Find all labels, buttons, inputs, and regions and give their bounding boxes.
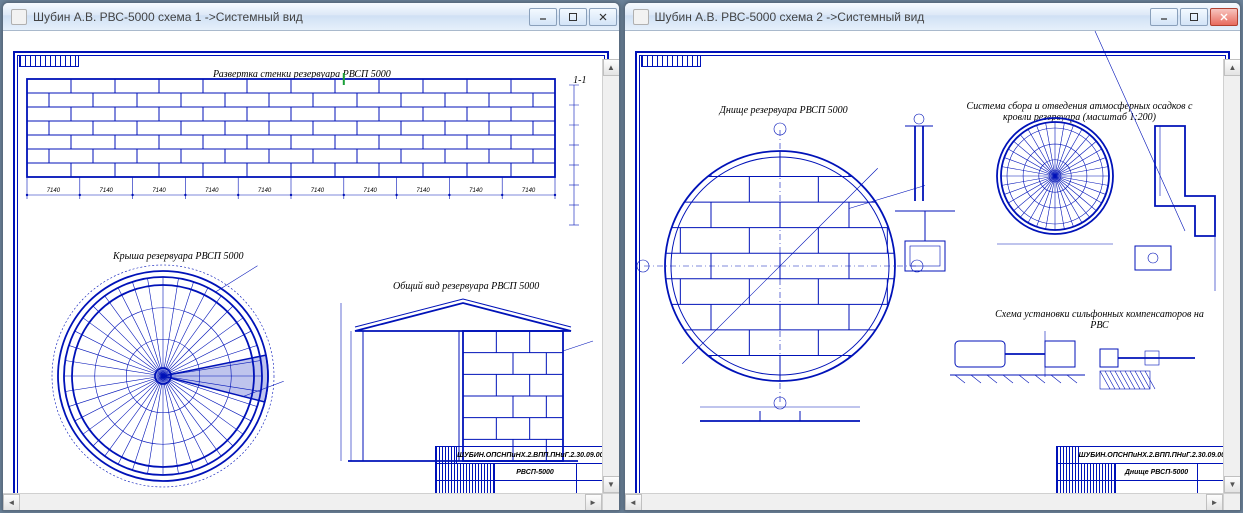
scroll-corner [1223, 493, 1240, 510]
scroll-right-button[interactable]: ► [585, 494, 602, 510]
scroll-down-button[interactable]: ▼ [603, 476, 619, 493]
close-button[interactable] [1210, 8, 1238, 26]
window-title: Шубин А.В. РВС-5000 схема 2 ->Системный … [655, 10, 1143, 24]
scroll-right-button[interactable]: ► [1206, 494, 1223, 510]
details-drawing [895, 31, 1225, 501]
horizontal-scrollbar[interactable]: ◄ ► [625, 493, 1224, 510]
close-button[interactable] [589, 8, 617, 26]
titlebar-2[interactable]: Шубин А.В. РВС-5000 схема 2 ->Системный … [625, 3, 1241, 31]
vertical-scrollbar[interactable]: ▲ ▼ [1223, 59, 1240, 493]
minimize-button[interactable] [1150, 8, 1178, 26]
titleblock-code: ШУБИН.ОПСНПиНХ.2.ВПП.ПНиГ.2.30.09.00 [456, 447, 603, 463]
scroll-up-button[interactable]: ▲ [603, 59, 619, 76]
window-buttons [527, 8, 617, 26]
window-title: Шубин А.В. РВС-5000 схема 1 ->Системный … [33, 10, 521, 24]
scroll-left-button[interactable]: ◄ [625, 494, 642, 510]
titleblock-name: РВСП-5000 [494, 464, 576, 480]
titleblock-code: ШУБИН.ОПСНПиНХ.2.ВПП.ПНиГ.2.30.09.00 [1078, 447, 1225, 463]
drawing-canvas-1[interactable]: Развертка стенки резервуара РВСП 5000 1-… [3, 31, 619, 510]
titlebar-1[interactable]: Шубин А.В. РВС-5000 схема 1 ->Системный … [3, 3, 619, 31]
vertical-scrollbar[interactable]: ▲ ▼ [602, 59, 619, 493]
window-scheme-2: Шубин А.В. РВС-5000 схема 2 ->Системный … [624, 2, 1242, 511]
maximize-button[interactable] [1180, 8, 1208, 26]
title-block: ШУБИН.ОПСНПиНХ.2.ВПП.ПНиГ.2.30.09.00 Дни… [1056, 446, 1226, 498]
maximize-button[interactable] [559, 8, 587, 26]
drawing-canvas-2[interactable]: Днище резервуара РВСП 5000 Система сбора… [625, 31, 1241, 510]
window-buttons [1148, 8, 1238, 26]
title-block: ШУБИН.ОПСНПиНХ.2.ВПП.ПНиГ.2.30.09.00 РВС… [435, 446, 605, 498]
scroll-down-button[interactable]: ▼ [1224, 476, 1240, 493]
scroll-corner [602, 493, 619, 510]
window-scheme-1: Шубин А.В. РВС-5000 схема 1 ->Системный … [2, 2, 620, 511]
minimize-button[interactable] [529, 8, 557, 26]
side-view-drawing [3, 31, 603, 501]
titleblock-name: Днище РВСП-5000 [1115, 464, 1197, 480]
app-icon [633, 9, 649, 25]
horizontal-scrollbar[interactable]: ◄ ► [3, 493, 602, 510]
scroll-left-button[interactable]: ◄ [3, 494, 20, 510]
app-icon [11, 9, 27, 25]
scroll-up-button[interactable]: ▲ [1224, 59, 1240, 76]
